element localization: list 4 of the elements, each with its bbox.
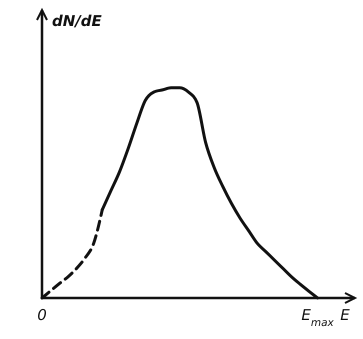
- x-tick-label: 0: [37, 306, 47, 324]
- x-axis-title: E: [340, 306, 350, 324]
- x-tick-label: E$_{max}$: [301, 306, 335, 329]
- y-axis-title: dN/dE: [52, 12, 103, 30]
